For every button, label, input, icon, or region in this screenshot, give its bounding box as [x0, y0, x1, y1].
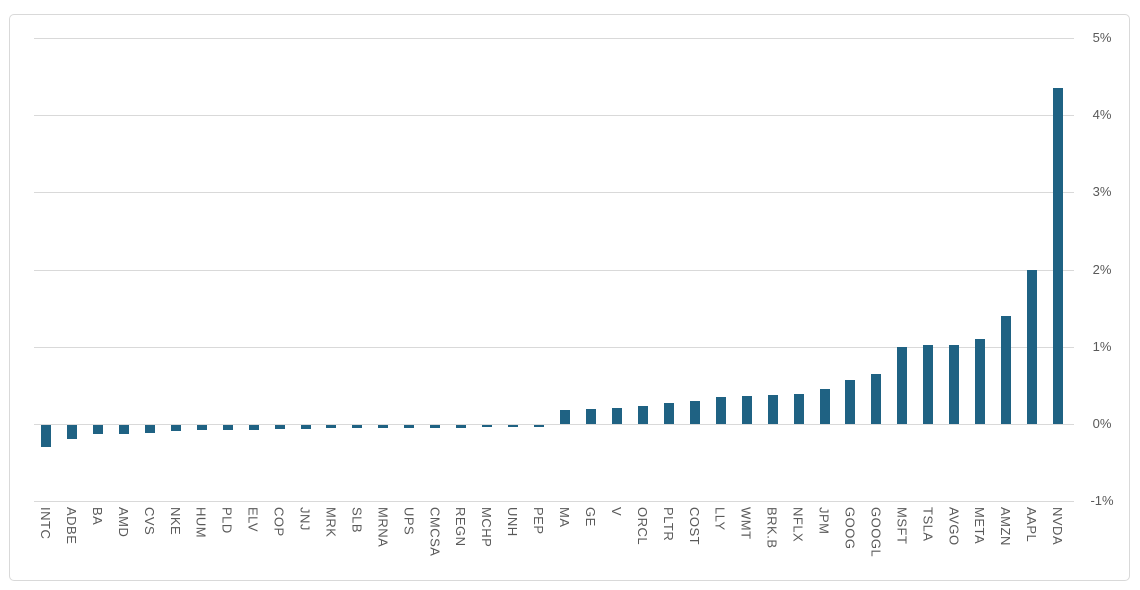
bar-REGN[interactable] [456, 425, 467, 429]
x-tick-label: BRK.B [764, 507, 780, 549]
y-tick-label: 0% [1092, 416, 1112, 431]
y-tick-label: -1% [1090, 493, 1114, 509]
bar-PLTR[interactable] [663, 403, 674, 424]
x-tick-label: PEP [531, 507, 546, 535]
x-tick-label: JPM [816, 507, 832, 535]
bar-TSLA[interactable] [923, 345, 934, 424]
x-tick-label: NVDA [1050, 507, 1065, 546]
bar-UNH[interactable] [508, 425, 519, 428]
bar-ELV[interactable] [248, 425, 259, 430]
x-tick-label: GOOG [842, 507, 858, 550]
bar-META[interactable] [975, 339, 986, 424]
gridline [34, 424, 1074, 425]
x-tick-label: AMD [115, 507, 131, 538]
bar-JPM[interactable] [819, 389, 830, 424]
bar-GOOG[interactable] [845, 380, 856, 424]
bar-NVDA[interactable] [1053, 88, 1063, 424]
gridline [34, 346, 1074, 348]
y-tick-label: 3% [1092, 184, 1112, 200]
bar-PLD[interactable] [222, 425, 233, 430]
x-tick-label: MRK [323, 507, 339, 538]
y-tick-label: 1% [1092, 338, 1112, 354]
x-tick-label: GOOGL [868, 507, 884, 558]
bar-MCHP[interactable] [482, 425, 493, 428]
bar-MRNA[interactable] [378, 425, 389, 429]
bar-MRK[interactable] [326, 425, 337, 429]
bar-AVGO[interactable] [949, 345, 960, 424]
gridline [34, 269, 1074, 271]
x-tick-label: AAPL [1024, 507, 1040, 543]
bar-JNJ[interactable] [300, 425, 311, 429]
x-tick-label: REGN [453, 507, 469, 547]
bar-chart: 5% 4% 3% 2% 1% 0% -1% INTC ADBE BA AMD CVS NKE HUM PL… [9, 14, 1130, 581]
bar-UPS[interactable] [404, 425, 415, 429]
bar-V[interactable] [611, 407, 622, 424]
x-tick-label: SLB [349, 507, 365, 534]
x-tick-label: AMZN [998, 507, 1014, 546]
x-tick-label: PLTR [660, 507, 676, 542]
x-tick-label: BA [89, 507, 105, 526]
gridline [34, 115, 1074, 117]
x-tick-label: TSLA [920, 507, 936, 542]
x-tick-label: CMCSA [427, 507, 443, 557]
bar-AMD[interactable] [118, 425, 129, 434]
x-tick-label: AVGO [946, 507, 962, 546]
bar-PEP[interactable] [534, 425, 544, 428]
bar-MSFT[interactable] [897, 346, 908, 424]
bar-CVS[interactable] [144, 425, 155, 433]
bar-COST[interactable] [689, 400, 700, 424]
gridline [34, 501, 1074, 503]
x-tick-label: V [608, 507, 624, 517]
x-tick-label: NKE [167, 507, 183, 536]
bar-NFLX[interactable] [793, 393, 804, 424]
x-tick-label: MCHP [479, 507, 495, 548]
x-tick-label: ELV [245, 507, 261, 533]
bar-GE[interactable] [585, 408, 596, 424]
bar-COP[interactable] [274, 425, 285, 429]
bar-NKE[interactable] [170, 425, 181, 432]
bar-AAPL[interactable] [1027, 269, 1038, 424]
bar-ADBE[interactable] [67, 425, 77, 439]
bar-MA[interactable] [560, 410, 570, 424]
bar-BRK.B[interactable] [767, 395, 778, 424]
y-tick-label: 5% [1092, 30, 1112, 45]
bar-SLB[interactable] [352, 425, 363, 429]
y-tick-label: 2% [1092, 261, 1112, 277]
bar-ORCL[interactable] [637, 406, 648, 424]
x-tick-label: UPS [401, 507, 417, 536]
bar-LLY[interactable] [715, 397, 726, 424]
bar-WMT[interactable] [741, 396, 752, 424]
x-tick-label: INTC [38, 507, 53, 540]
x-tick-label: META [972, 507, 988, 545]
gridline [34, 38, 1074, 39]
x-tick-label: WMT [738, 507, 754, 540]
x-tick-label: NFLX [790, 507, 806, 543]
bar-GOOGL[interactable] [871, 373, 882, 424]
x-tick-label: COP [271, 507, 287, 537]
x-tick-label: ADBE [64, 507, 79, 545]
y-tick-label: 4% [1092, 107, 1112, 123]
x-tick-label: MA [557, 507, 572, 528]
bar-INTC[interactable] [41, 425, 51, 447]
x-tick-label: CVS [141, 507, 157, 536]
gridline [34, 192, 1074, 194]
bar-CMCSA[interactable] [430, 425, 441, 429]
x-tick-label: UNH [505, 507, 521, 537]
x-tick-label: HUM [193, 507, 209, 539]
x-tick-label: MRNA [375, 507, 391, 548]
x-tick-label: PLD [219, 507, 235, 534]
x-tick-label: COST [686, 507, 702, 546]
x-tick-label: GE [582, 507, 598, 527]
x-tick-label: MSFT [894, 507, 910, 545]
x-tick-label: LLY [712, 507, 728, 531]
x-tick-label: JNJ [297, 507, 313, 531]
x-tick-label: ORCL [634, 507, 650, 546]
bar-HUM[interactable] [196, 425, 207, 431]
bar-BA[interactable] [92, 425, 103, 435]
bar-AMZN[interactable] [1001, 315, 1012, 424]
